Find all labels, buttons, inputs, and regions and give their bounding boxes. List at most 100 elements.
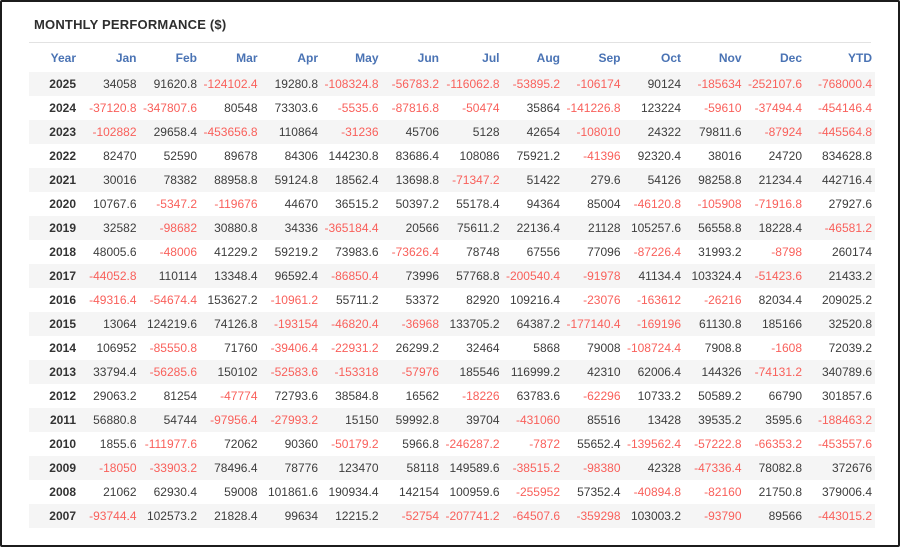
value-cell-jul: -71347.2 [442, 168, 503, 192]
value-cell-jan: 21062 [103, 485, 137, 499]
value-cell-aug: -431060 [502, 408, 563, 432]
value-cell-jul: -207741.2 [442, 504, 503, 528]
value-cell-apr: 90360 [284, 437, 318, 451]
value-cell-feb: 29658.4 [139, 120, 200, 144]
value-cell-oct: 62006.4 [623, 360, 684, 384]
column-header-apr: Apr [297, 51, 318, 65]
value-cell-dec: 82034.4 [758, 293, 802, 307]
value-cell-apr: 44670 [284, 197, 318, 211]
value-cell-sep: -23076 [583, 293, 621, 307]
table-row-2022: 2022 82470 52590 89678 84306 144230.8 83686.4 1… [29, 144, 875, 168]
value-cell-apr: -27993.2 [260, 408, 321, 432]
value-cell-jun: 59992.8 [381, 408, 442, 432]
table-row-2010: 2010 1855.6 -111977.6 72062 90360 -50179.2 596… [29, 432, 875, 456]
year-cell: 2025 [29, 72, 79, 96]
value-cell-apr: -39406.4 [270, 341, 318, 355]
value-cell-mar: 80548 [224, 101, 258, 115]
value-cell-sep: -62296 [583, 389, 621, 403]
value-cell-jan: 48005.6 [93, 245, 137, 259]
year-cell: 2009 [29, 456, 79, 480]
value-cell-ytd: -46581.2 [805, 216, 875, 240]
value-cell-jul: -116062.8 [442, 72, 503, 96]
value-cell-dec: -37494.4 [754, 101, 802, 115]
value-cell-oct: 123224 [640, 101, 681, 115]
year-cell: 2019 [29, 216, 79, 240]
value-cell-jul: 133705.2 [442, 312, 503, 336]
value-cell-may: -5535.6 [337, 101, 379, 115]
column-header-jul: Jul [482, 51, 500, 65]
value-cell-jan: 13064 [79, 312, 140, 336]
year-cell: 2020 [49, 197, 76, 211]
value-cell-may: 123470 [321, 456, 382, 480]
value-cell-oct: 41134.4 [623, 264, 684, 288]
value-cell-ytd: -443015.2 [805, 504, 875, 528]
value-cell-nov: 39535.2 [684, 408, 745, 432]
value-cell-nov: 50589.2 [698, 389, 742, 403]
column-header-may: May [355, 51, 379, 65]
value-cell-feb: -5347.2 [156, 197, 197, 211]
value-cell-jan: 10767.6 [93, 197, 137, 211]
value-cell-ytd: 32520.8 [805, 312, 875, 336]
value-cell-nov: -59610 [704, 101, 742, 115]
value-cell-jan: -18050 [79, 456, 140, 480]
value-cell-aug: 67556 [526, 245, 560, 259]
value-cell-dec: 66790 [768, 389, 802, 403]
value-cell-may: -108324.8 [321, 72, 382, 96]
page-title: MONTHLY PERFORMANCE ($) [34, 17, 227, 32]
value-cell-dec: 78082.8 [744, 456, 805, 480]
value-cell-jul: 5128 [442, 120, 503, 144]
value-cell-mar: -453656.8 [200, 120, 261, 144]
column-header-oct: Oct [660, 51, 681, 65]
value-cell-sep: 279.6 [563, 168, 624, 192]
value-cell-oct: -169196 [623, 312, 684, 336]
column-header-feb: Feb [175, 51, 197, 65]
value-cell-ytd: 27927.6 [828, 197, 872, 211]
value-cell-mar: -47774 [220, 389, 258, 403]
value-cell-nov: 103324.4 [684, 264, 745, 288]
value-cell-nov: 98258.8 [684, 168, 745, 192]
value-cell-may: 73983.6 [335, 245, 379, 259]
value-cell-mar: 13348.4 [200, 264, 261, 288]
value-cell-dec: 21750.8 [758, 485, 802, 499]
value-cell-feb: -48006 [159, 245, 197, 259]
year-cell: 2016 [49, 293, 76, 307]
value-cell-mar: 72062 [224, 437, 258, 451]
value-cell-aug: 109216.4 [509, 293, 560, 307]
value-cell-aug: 94364 [526, 197, 560, 211]
value-cell-feb: 110114 [139, 264, 200, 288]
value-cell-nov: -47336.4 [684, 456, 745, 480]
value-cell-mar: 150102 [200, 360, 261, 384]
value-cell-mar: 21828.4 [200, 504, 261, 528]
value-cell-apr: 84306 [284, 149, 318, 163]
value-cell-may: -22931.2 [331, 341, 379, 355]
value-cell-sep: 55652.4 [577, 437, 621, 451]
value-cell-feb: -98682 [139, 216, 200, 240]
value-cell-oct: -108724.4 [626, 341, 681, 355]
table-row-2009: 2009 -18050 -33903.2 78496.4 78776 123470 5811… [29, 456, 875, 480]
value-cell-jun: 26299.2 [395, 341, 439, 355]
table-row-2021: 2021 30016 78382 88958.8 59124.8 18562.4 13698… [29, 168, 875, 192]
value-cell-may: -153318 [321, 360, 382, 384]
value-cell-ytd: -445564.8 [805, 120, 875, 144]
value-cell-may: 36515.2 [335, 197, 379, 211]
table-row-2016: 2016 -49316.4 -54674.4 153627.2 -10961.2 5571… [29, 288, 875, 312]
value-cell-nov: 79811.6 [684, 120, 745, 144]
value-cell-aug: -53895.2 [502, 72, 563, 96]
value-cell-apr: 59219.2 [274, 245, 318, 259]
value-cell-aug: 116999.2 [502, 360, 563, 384]
value-cell-mar: 153627.2 [207, 293, 258, 307]
value-cell-sep: -359298 [563, 504, 624, 528]
value-cell-aug: 5868 [533, 341, 560, 355]
value-cell-feb: 78382 [139, 168, 200, 192]
value-cell-feb: 81254 [163, 389, 197, 403]
value-cell-ytd: 21433.2 [805, 264, 875, 288]
value-cell-sep: 57352.4 [577, 485, 621, 499]
value-cell-may: -50179.2 [331, 437, 379, 451]
value-cell-may: -31236 [321, 120, 382, 144]
value-cell-ytd: 442716.4 [805, 168, 875, 192]
year-cell: 2008 [49, 485, 76, 499]
value-cell-nov: 38016 [708, 149, 742, 163]
value-cell-may: 55711.2 [336, 293, 379, 307]
value-cell-oct: 105257.6 [623, 216, 684, 240]
value-cell-jun: 16562 [405, 389, 439, 403]
